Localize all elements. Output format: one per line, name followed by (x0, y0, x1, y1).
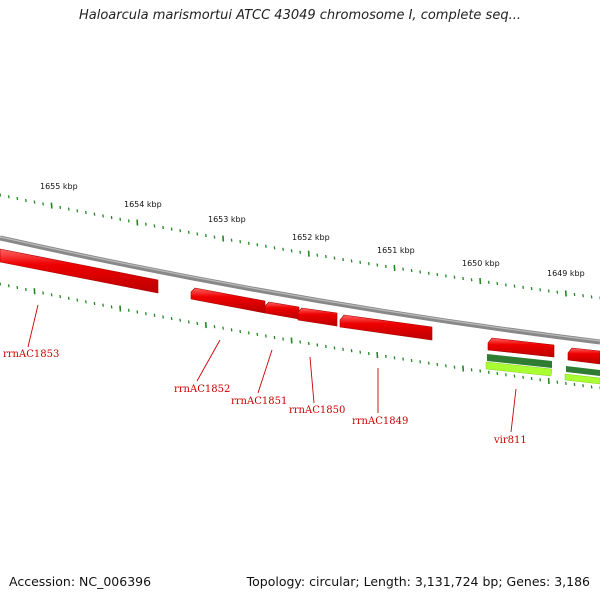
gene-label-rrnAC1850[interactable]: rrnAC1850 (289, 405, 345, 416)
gene-rrnAC1851-arrow[interactable] (264, 301, 300, 320)
leader-rrnAC1852 (196, 339, 221, 382)
tick-label-1649: 1649 kbp (547, 269, 585, 278)
scale-labels: 1655 kbp 1654 kbp 1653 kbp 1652 kbp 1651… (40, 182, 585, 278)
chromosome-backbone-highlight (0, 236, 600, 342)
gene-rrnAC1849-arrow[interactable] (339, 314, 433, 341)
gene-right-edge-arrow[interactable] (567, 347, 600, 365)
tick-label-1650: 1650 kbp (462, 259, 500, 268)
feature-light-green-1 (485, 361, 553, 377)
chromosome-backbone (0, 235, 600, 345)
gene-vir811-arrow[interactable] (487, 337, 555, 358)
gene-label-rrnAC1852[interactable]: rrnAC1852 (174, 384, 230, 395)
tick-label-1651: 1651 kbp (377, 246, 415, 255)
feature-dark-green-1 (487, 354, 552, 368)
genome-summary-text: Topology: circular; Length: 3,131,724 bp… (246, 574, 590, 589)
gene-label-rrnAC1851[interactable]: rrnAC1851 (231, 396, 287, 407)
feature-light-green-2 (564, 373, 600, 385)
gene-label-rrnAC1853[interactable]: rrnAC1853 (3, 349, 59, 360)
tick-label-1652: 1652 kbp (292, 233, 330, 242)
leader-vir811 (510, 388, 517, 433)
gene-label-rrnAC1849[interactable]: rrnAC1849 (352, 416, 408, 427)
tick-label-1653: 1653 kbp (208, 215, 246, 224)
map-title: Haloarcula marismortui ATCC 43049 chromo… (79, 8, 521, 23)
gene-rrnAC1853-arrow[interactable] (0, 248, 159, 294)
gene-track (0, 248, 600, 385)
tick-label-1655: 1655 kbp (40, 182, 78, 191)
leader-rrnAC1853 (27, 304, 39, 348)
feature-dark-green-2 (566, 366, 600, 376)
leader-rrnAC1851 (257, 349, 273, 394)
outer-scale-track (0, 193, 600, 300)
inner-scale-track (0, 282, 600, 390)
gene-label-vir811[interactable]: vir811 (493, 435, 527, 446)
leader-rrnAC1850 (309, 356, 315, 404)
accession-text: Accession: NC_006396 (9, 574, 152, 589)
gene-rrnAC1852-arrow[interactable] (190, 287, 266, 314)
gene-rrnAC1850-arrow[interactable] (297, 307, 338, 327)
label-leaders (27, 304, 517, 433)
tick-label-1654: 1654 kbp (124, 200, 162, 209)
gene-labels: rrnAC1853 rrnAC1852 rrnAC1851 rrnAC1850 … (3, 349, 527, 446)
